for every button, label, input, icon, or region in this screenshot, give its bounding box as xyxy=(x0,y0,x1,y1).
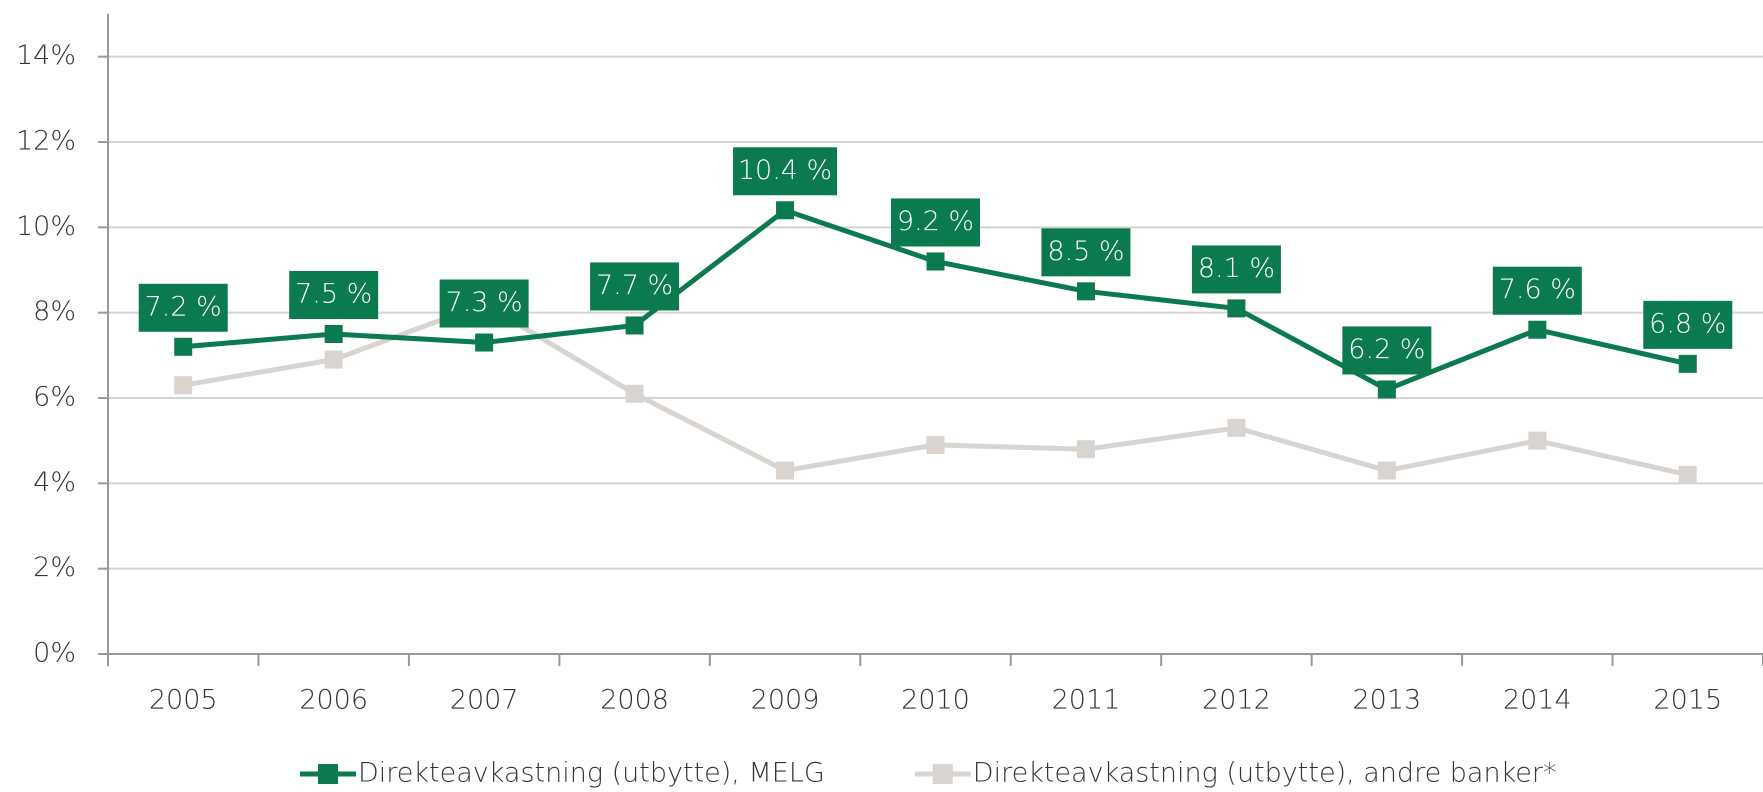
point-marker xyxy=(1528,320,1547,339)
legend-marker xyxy=(932,764,953,784)
data-label: 7.7 % xyxy=(596,270,673,301)
data-label-box xyxy=(1492,266,1582,315)
data-label-box xyxy=(289,271,379,319)
point-marker xyxy=(1678,465,1697,484)
x-tick-label: 2013 xyxy=(1353,685,1422,716)
x-tick-label: 2015 xyxy=(1653,685,1722,716)
data-label-box xyxy=(439,279,529,328)
data-label: 9.2 % xyxy=(897,206,974,237)
data-label-box xyxy=(1643,300,1733,349)
point-marker xyxy=(1227,299,1246,318)
point-marker xyxy=(1377,461,1396,480)
data-label: 6.8 % xyxy=(1649,308,1726,339)
x-tick-label: 2006 xyxy=(299,685,368,716)
point-marker xyxy=(324,350,343,369)
x-tick-label: 2009 xyxy=(751,685,820,716)
y-tick-label: 6% xyxy=(33,382,76,413)
point-marker xyxy=(625,316,644,335)
data-label: 8.1 % xyxy=(1198,253,1275,284)
data-label-box xyxy=(138,283,228,332)
y-tick-label: 4% xyxy=(33,467,76,498)
x-tick-label: 2010 xyxy=(901,685,970,716)
y-tick-label: 12% xyxy=(16,126,76,157)
x-tick-label: 2014 xyxy=(1503,685,1572,716)
y-tick-label: 0% xyxy=(33,638,76,669)
data-label: 6.2 % xyxy=(1348,334,1425,365)
data-label-box xyxy=(733,147,838,196)
point-marker xyxy=(926,252,945,271)
data-label-box xyxy=(1342,326,1432,375)
data-label: 8.5 % xyxy=(1047,236,1124,267)
data-label: 7.2 % xyxy=(145,291,222,322)
data-label: 7.6 % xyxy=(1499,274,1576,305)
point-marker xyxy=(1528,431,1547,450)
point-marker xyxy=(1377,380,1396,399)
x-tick-label: 2005 xyxy=(149,685,218,716)
point-marker xyxy=(324,325,343,343)
y-tick-label: 10% xyxy=(16,211,76,242)
data-label-box xyxy=(1041,228,1131,277)
point-marker xyxy=(475,333,494,352)
point-marker xyxy=(174,376,193,395)
x-tick-label: 2011 xyxy=(1052,685,1121,716)
point-marker xyxy=(1076,282,1095,301)
data-label: 7.3 % xyxy=(446,287,523,318)
x-tick-label: 2007 xyxy=(450,685,519,716)
point-marker xyxy=(1678,354,1697,373)
legend-marker xyxy=(318,764,338,784)
point-marker xyxy=(776,461,795,480)
data-label: 7.5 % xyxy=(295,279,372,310)
point-marker xyxy=(776,201,795,220)
data-label: 10.4 % xyxy=(738,155,832,186)
data-label-box xyxy=(891,198,980,247)
legend-label: Direkteavkastning (utbytte), MELG xyxy=(358,758,825,789)
legend-label: Direkteavkastning (utbytte), andre banke… xyxy=(973,758,1557,789)
data-label-box xyxy=(590,262,680,311)
x-tick-label: 2008 xyxy=(600,685,669,716)
point-marker xyxy=(1227,418,1246,437)
point-marker xyxy=(926,435,945,454)
x-tick-label: 2012 xyxy=(1202,685,1271,716)
point-marker xyxy=(174,337,193,356)
y-tick-label: 2% xyxy=(33,552,76,583)
point-marker xyxy=(625,384,644,403)
y-tick-label: 14% xyxy=(16,40,76,71)
point-marker xyxy=(1076,440,1095,459)
data-label-box xyxy=(1191,245,1281,294)
y-tick-label: 8% xyxy=(33,296,76,327)
